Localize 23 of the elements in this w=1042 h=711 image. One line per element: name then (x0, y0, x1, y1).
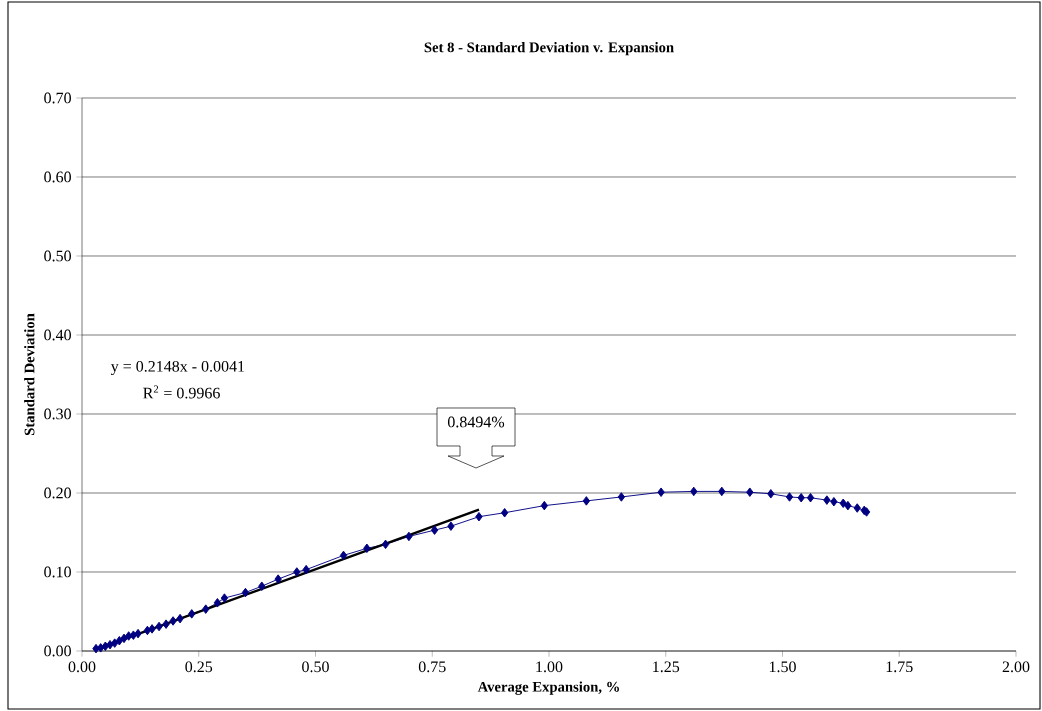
y-axis-title: Standard Deviation (24, 313, 35, 436)
y-tick-label: 0.60 (44, 171, 71, 183)
annotation: y = 0.2148x - 0.0041 (110, 360, 245, 376)
x-tick-label: 0.75 (418, 661, 446, 673)
x-tick-label: 1.50 (769, 661, 796, 673)
x-axis-title: Average Expansion, % (477, 681, 619, 695)
x-tick-label: 1.00 (536, 661, 563, 673)
x-tick-label: 0.00 (68, 661, 96, 673)
x-tick-label: 2.00 (1002, 661, 1030, 673)
y-tick-label: 0.40 (44, 329, 71, 341)
x-tick-label: 0.25 (185, 661, 213, 673)
x-tick-label: 1.75 (886, 661, 913, 673)
y-tick-label: 0.10 (44, 566, 71, 578)
chart-title: Set 8 - Standard Deviation v. Expansion (424, 42, 674, 56)
y-tick-label: 0.50 (44, 250, 71, 262)
y-tick-label: 0.70 (44, 92, 71, 104)
y-tick-label: 0.00 (44, 645, 71, 657)
annotation: 0.8494% (447, 416, 505, 428)
x-tick-label: 0.50 (302, 661, 329, 673)
y-tick-label: 0.20 (44, 487, 71, 499)
y-tick-label: 0.30 (44, 408, 71, 420)
annotation: R$^{2}$ = 0.9966 (143, 385, 220, 399)
x-tick-label: 1.25 (653, 661, 680, 673)
